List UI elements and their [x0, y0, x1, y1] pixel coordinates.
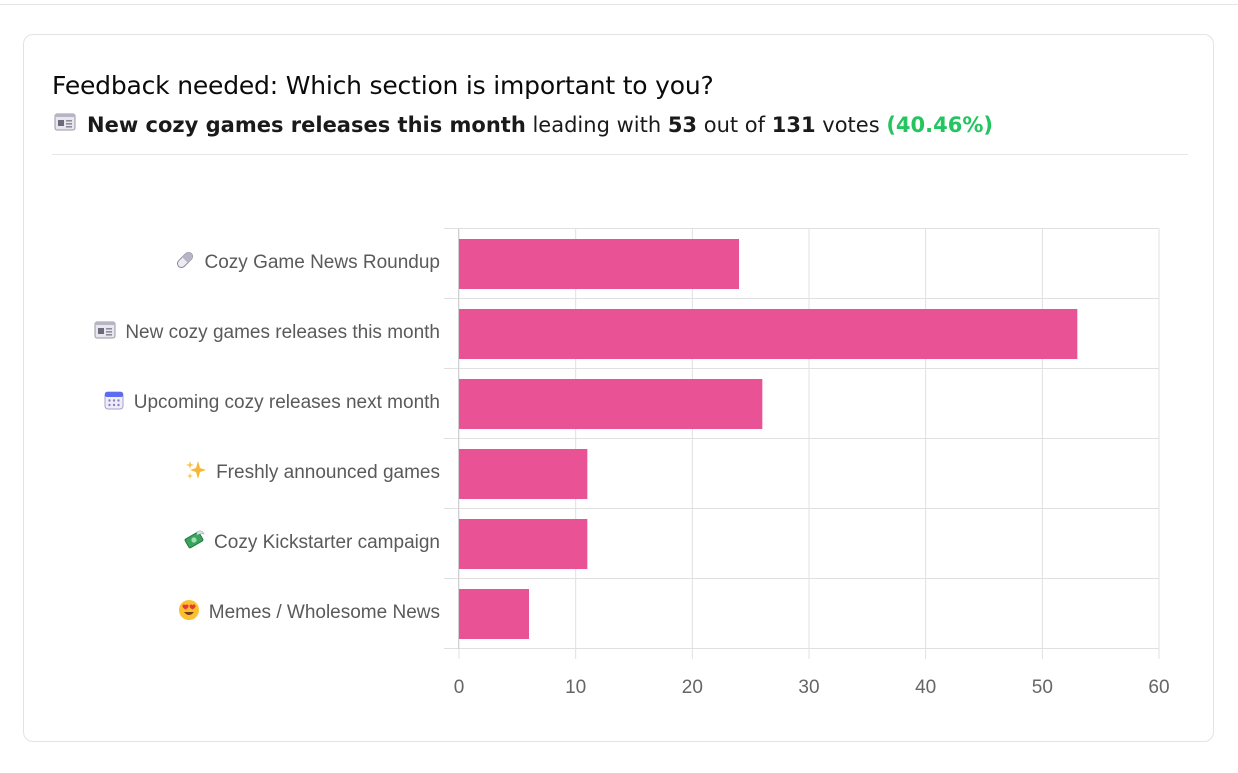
bar — [459, 519, 588, 569]
category-label-text: Cozy Game News Roundup — [204, 252, 441, 273]
votes-text: votes — [822, 112, 880, 137]
calendar-icon — [103, 389, 125, 417]
x-tick-label: 30 — [798, 677, 820, 698]
bar — [459, 309, 1078, 359]
x-tick-label: 40 — [915, 677, 937, 698]
x-tick-label: 0 — [453, 677, 465, 698]
leading-text: leading with — [532, 112, 662, 137]
category-label-text: Cozy Kickstarter campaign — [214, 532, 440, 553]
pill-icon — [174, 249, 196, 277]
out-of-text: out of — [703, 112, 766, 137]
category-label: Cozy Kickstarter campaign — [183, 529, 440, 557]
category-label-text: Memes / Wholesome News — [208, 602, 440, 623]
bar — [459, 449, 588, 499]
x-tick-label: 20 — [681, 677, 703, 698]
bar — [459, 379, 763, 429]
bar — [459, 589, 529, 639]
heart-eyes-icon — [178, 599, 200, 627]
newspaper-icon — [94, 320, 116, 346]
category-label: Cozy Game News Roundup — [174, 249, 441, 277]
sparkles-icon — [185, 459, 207, 487]
category-label: Freshly announced games — [185, 461, 440, 485]
bar — [459, 239, 739, 289]
x-tick-label: 50 — [1031, 677, 1053, 698]
leader-name: New cozy games releases this month — [87, 112, 526, 137]
money-with-wings-icon — [183, 529, 205, 557]
total-votes: 131 — [771, 112, 816, 137]
category-label: Upcoming cozy releases next month — [103, 391, 440, 415]
x-tick-label: 60 — [1148, 677, 1170, 698]
top-divider — [0, 4, 1238, 5]
poll-title: Feedback needed: Which section is import… — [52, 71, 714, 100]
poll-leader-summary: New cozy games releases this month leadi… — [54, 112, 993, 137]
category-label-text: Upcoming cozy releases next month — [133, 392, 440, 413]
leader-percent: (40.46%) — [886, 112, 993, 137]
category-label-text: Freshly announced games — [216, 462, 440, 483]
newspaper-icon — [54, 112, 76, 137]
x-tick-label: 10 — [565, 677, 587, 698]
header-divider — [52, 154, 1188, 155]
category-label: Memes / Wholesome News — [178, 599, 440, 627]
category-label-text: New cozy games releases this month — [125, 322, 440, 343]
category-label: New cozy games releases this month — [94, 321, 440, 345]
leader-votes: 53 — [667, 112, 698, 137]
